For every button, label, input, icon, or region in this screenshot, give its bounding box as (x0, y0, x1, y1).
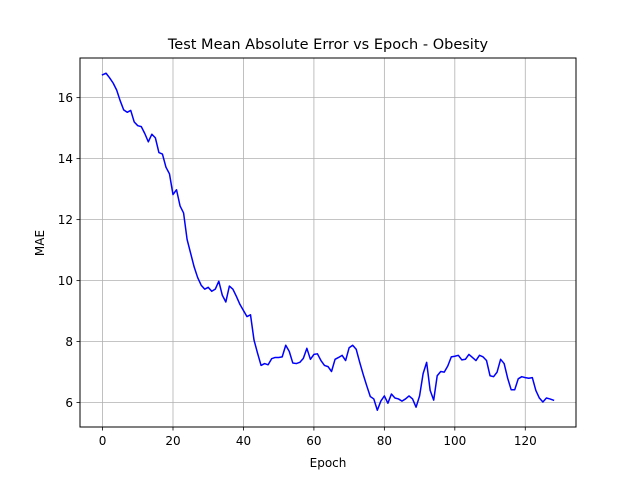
chart-title: Test Mean Absolute Error vs Epoch - Obes… (167, 37, 489, 53)
x-tick-label: 60 (306, 434, 321, 448)
x-tick-label: 120 (514, 434, 537, 448)
x-tick-label: 40 (236, 434, 251, 448)
grid-lines (80, 58, 576, 427)
y-tick-label: 8 (65, 335, 73, 349)
y-tick-label: 6 (65, 396, 73, 410)
y-tick-label: 14 (58, 152, 73, 166)
series-line-1 (101, 72, 555, 411)
x-tick-label: 80 (377, 434, 392, 448)
x-axis: 0 20 40 60 80 100 120 (99, 427, 537, 448)
y-axis: 6 8 10 12 14 16 (58, 91, 80, 410)
x-tick-label: 0 (99, 434, 107, 448)
x-tick-label: 100 (443, 434, 466, 448)
x-axis-label: Epoch (310, 456, 347, 470)
y-tick-label: 16 (58, 91, 73, 105)
x-tick-label: 20 (165, 434, 180, 448)
y-tick-label: 10 (58, 274, 73, 288)
plot-frame (79, 57, 577, 428)
y-axis-label: MAE (33, 230, 47, 256)
data-series (101, 72, 555, 411)
y-tick-label: 12 (58, 213, 73, 227)
